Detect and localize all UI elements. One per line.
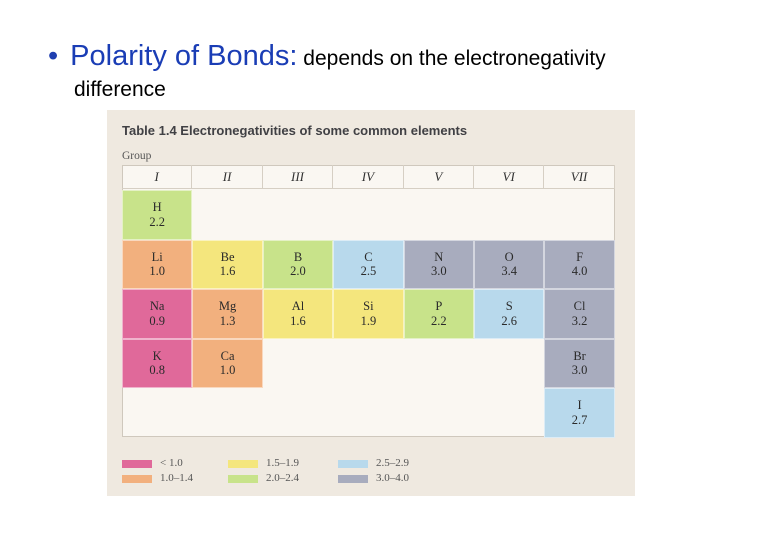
element-symbol: Si [363,299,374,314]
legend-label-r10_14: 1.0–1.4 [160,472,193,484]
element-symbol: Al [291,299,305,314]
legend-swatch-r25_29 [338,460,368,468]
element-cell-na: Na 0.9 [122,289,193,339]
element-value: 2.7 [571,412,588,427]
element-value: 3.2 [571,313,588,328]
legend-label-r30_40: 3.0–4.0 [376,472,409,484]
element-symbol: H [152,200,162,215]
element-symbol: B [293,249,303,264]
element-value: 2.2 [149,214,165,229]
element-symbol: C [364,249,373,264]
element-symbol: N [434,249,444,264]
slide-bullet: • Polarity of Bonds: depends on the elect… [48,40,606,73]
legend-swatch-r15_19 [228,460,258,468]
legend-swatch-r20_24 [228,475,258,483]
element-cell-br: Br 3.0 [544,338,615,388]
group-header-7: VII [544,165,615,189]
legend-swatch-r30_40 [338,475,368,483]
group-header-2: II [192,165,263,189]
group-header-1: I [122,165,193,189]
element-symbol: Na [149,299,165,314]
element-cell-b: B 2.0 [262,239,334,289]
element-symbol: Cl [573,299,586,314]
element-cell-i: I 2.7 [544,388,615,438]
element-cell-al: Al 1.6 [262,289,334,339]
element-cell-o: O 3.4 [474,239,545,289]
element-value: 3.0 [571,363,588,378]
element-value: 1.0 [219,363,236,378]
element-symbol: Ca [220,348,235,363]
group-header-6: VI [474,165,545,189]
element-symbol: Mg [218,299,237,314]
element-symbol: Li [151,249,163,264]
element-symbol: K [152,348,162,363]
bullet-text: depends on the electronegativity [297,47,606,70]
element-symbol: O [504,249,514,264]
element-value: 0.9 [149,313,165,328]
element-value: 0.8 [149,363,165,378]
bullet-continuation: difference [74,78,166,101]
element-value: 1.3 [219,313,236,328]
bullet-marker: • [48,40,59,72]
element-cell-s: S 2.6 [474,289,545,339]
element-symbol: F [576,249,584,264]
element-cell-p: P 2.2 [403,289,474,339]
element-symbol: P [435,299,443,314]
element-value: 3.0 [430,264,447,279]
group-header-4: IV [333,165,404,189]
element-cell-mg: Mg 1.3 [192,289,263,339]
element-cell-li: Li 1.0 [122,239,193,289]
element-value: 2.5 [360,264,377,279]
element-value: 2.6 [501,313,517,328]
element-cell-n: N 3.0 [403,239,474,289]
element-symbol: S [505,299,513,314]
element-value: 3.4 [501,264,517,279]
legend-label-lt1: < 1.0 [160,457,183,469]
table-title: Table 1.4 Electronegativities of some co… [122,123,468,138]
legend-label-r20_24: 2.0–2.4 [266,472,299,484]
element-value: 2.0 [290,264,306,279]
element-symbol: I [577,398,582,413]
legend-label-r25_29: 2.5–2.9 [376,457,409,469]
element-cell-si: Si 1.9 [333,289,404,339]
element-cell-k: K 0.8 [122,338,193,388]
group-header-3: III [262,165,334,189]
element-value: 1.6 [219,264,236,279]
element-value: 1.9 [360,313,377,328]
element-cell-be: Be 1.6 [192,239,263,289]
element-value: 4.0 [571,264,588,279]
element-cell-cl: Cl 3.2 [544,289,615,339]
group-header-5: V [403,165,474,189]
element-symbol: Br [573,348,586,363]
element-value: 2.2 [430,313,447,328]
legend-label-r15_19: 1.5–1.9 [266,457,299,469]
bullet-term: Polarity of Bonds: [70,40,298,72]
element-cell-f: F 4.0 [544,239,615,289]
legend-swatch-lt1 [122,460,152,468]
group-label: Group [122,150,152,162]
element-cell-c: C 2.5 [333,239,404,289]
legend-swatch-r10_14 [122,475,152,483]
element-cell-ca: Ca 1.0 [192,338,263,388]
element-value: 1.6 [290,313,306,328]
element-value: 1.0 [149,264,165,279]
element-cell-h: H 2.2 [122,190,193,240]
element-symbol: Be [220,249,235,264]
